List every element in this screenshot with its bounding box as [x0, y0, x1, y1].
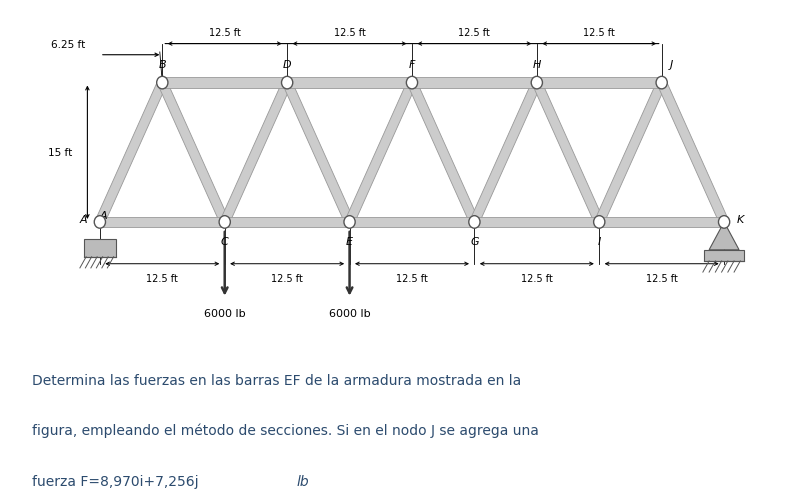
- Text: A: A: [100, 210, 108, 220]
- Polygon shape: [221, 81, 292, 225]
- Text: E: E: [346, 237, 353, 247]
- Polygon shape: [345, 81, 416, 225]
- Circle shape: [469, 216, 480, 229]
- Text: 12.5 ft: 12.5 ft: [146, 274, 178, 284]
- Text: 12.5 ft: 12.5 ft: [459, 28, 491, 38]
- Text: figura, empleando el método de secciones. Si en el nodo J se agrega una: figura, empleando el método de secciones…: [32, 423, 539, 437]
- Polygon shape: [595, 81, 666, 225]
- Polygon shape: [599, 217, 724, 228]
- Circle shape: [718, 216, 729, 229]
- Circle shape: [94, 216, 105, 229]
- Circle shape: [344, 216, 356, 229]
- Circle shape: [656, 77, 667, 90]
- Text: 12.5 ft: 12.5 ft: [646, 274, 678, 284]
- Bar: [84, 239, 116, 257]
- Polygon shape: [412, 78, 537, 89]
- Polygon shape: [350, 217, 475, 228]
- Text: fuerza F=8,970i+7,256j: fuerza F=8,970i+7,256j: [32, 474, 203, 488]
- Text: H: H: [533, 60, 541, 70]
- Polygon shape: [533, 81, 603, 225]
- Text: 6.25 ft: 6.25 ft: [50, 40, 85, 50]
- Circle shape: [407, 77, 418, 90]
- Text: 6000 lb: 6000 lb: [204, 309, 245, 319]
- Circle shape: [157, 77, 168, 90]
- Text: 12.5 ft: 12.5 ft: [334, 28, 365, 38]
- Polygon shape: [100, 217, 225, 228]
- Circle shape: [531, 77, 543, 90]
- Polygon shape: [162, 78, 287, 89]
- Text: 12.5 ft: 12.5 ft: [521, 274, 553, 284]
- Polygon shape: [710, 222, 739, 250]
- Text: A: A: [80, 215, 87, 224]
- Text: J: J: [670, 60, 674, 70]
- Polygon shape: [537, 78, 662, 89]
- Polygon shape: [470, 81, 541, 225]
- Text: C: C: [221, 237, 229, 247]
- Polygon shape: [287, 78, 412, 89]
- Text: lb: lb: [296, 474, 309, 488]
- Polygon shape: [658, 81, 729, 225]
- Text: G: G: [470, 237, 479, 247]
- Bar: [704, 250, 744, 262]
- Polygon shape: [407, 81, 479, 225]
- Polygon shape: [96, 81, 166, 225]
- Polygon shape: [158, 81, 229, 225]
- Circle shape: [281, 77, 292, 90]
- Text: 6000 lb: 6000 lb: [328, 309, 371, 319]
- Polygon shape: [283, 81, 354, 225]
- Text: F: F: [409, 60, 415, 70]
- Text: Determina las fuerzas en las barras EF de la armadura mostrada en la: Determina las fuerzas en las barras EF d…: [32, 373, 521, 387]
- Text: K: K: [737, 215, 744, 224]
- Text: 12.5 ft: 12.5 ft: [271, 274, 303, 284]
- Text: D: D: [283, 60, 292, 70]
- Text: B: B: [158, 60, 166, 70]
- Text: I: I: [598, 237, 601, 247]
- Text: 12.5 ft: 12.5 ft: [583, 28, 615, 38]
- Text: 12.5 ft: 12.5 ft: [209, 28, 240, 38]
- Polygon shape: [475, 217, 599, 228]
- Text: 15 ft: 15 ft: [48, 148, 73, 158]
- Circle shape: [219, 216, 230, 229]
- Polygon shape: [225, 217, 350, 228]
- Circle shape: [594, 216, 605, 229]
- Text: 12.5 ft: 12.5 ft: [396, 274, 428, 284]
